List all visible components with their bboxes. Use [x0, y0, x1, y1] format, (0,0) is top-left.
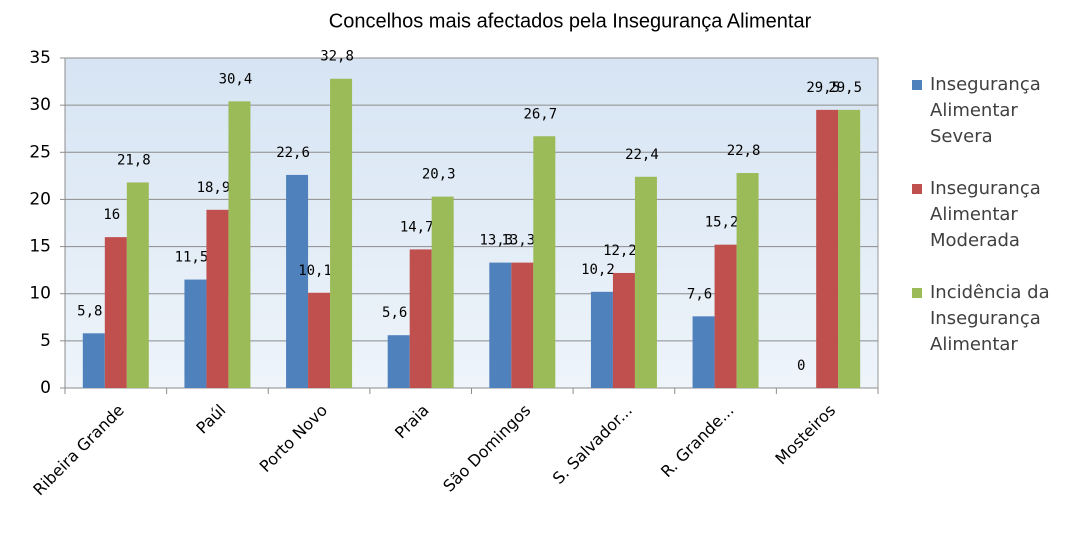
value-label: 13,3 [501, 233, 535, 249]
bar [82, 333, 105, 388]
bar [126, 182, 149, 388]
value-label: 21,8 [117, 152, 151, 168]
bar [228, 101, 251, 388]
legend: Insegurança Alimentar Severa Insegurança … [912, 72, 1060, 384]
bar [286, 174, 309, 388]
y-tick-label: 10 [29, 284, 51, 304]
x-tick-label: R. Grande... [657, 401, 738, 482]
value-label: 5,8 [77, 303, 102, 319]
value-label: 5,6 [382, 305, 407, 321]
y-tick-label: 0 [40, 378, 51, 398]
value-label: 20,3 [422, 167, 456, 183]
bar [714, 244, 737, 388]
legend-item: Insegurança Alimentar Severa [912, 72, 1060, 150]
value-label: 16 [103, 207, 120, 223]
bar [692, 316, 715, 388]
legend-label: Insegurança Alimentar Severa [930, 74, 1041, 147]
value-label: 11,5 [175, 250, 209, 266]
value-label: 14,7 [400, 219, 434, 235]
chart-title: Concelhos mais afectados pela Inseguranç… [329, 10, 812, 32]
legend-label: Insegurança Alimentar Moderada [930, 178, 1041, 251]
bar [308, 292, 331, 388]
x-tick-label: Ribeira Grande [29, 401, 128, 500]
value-label: 10,1 [298, 263, 332, 279]
y-tick-label: 25 [29, 142, 51, 162]
value-label: 15,2 [705, 215, 739, 231]
bar [634, 176, 657, 388]
legend-swatch [912, 184, 922, 194]
y-tick-label: 30 [29, 95, 51, 115]
value-label: 32,8 [320, 49, 354, 65]
value-label: 13,3 [479, 233, 513, 249]
bar [489, 262, 512, 388]
y-tick-label: 35 [29, 48, 51, 68]
value-label: 18,9 [197, 180, 231, 196]
bar [511, 262, 534, 388]
legend-item: Incidência da Insegurança Alimentar [912, 280, 1060, 358]
bar [816, 109, 839, 388]
y-tick-label: 5 [40, 331, 51, 351]
bar [838, 109, 861, 388]
y-tick-label: 20 [29, 189, 51, 209]
bar [736, 173, 759, 388]
bar [409, 249, 432, 388]
x-tick-label: Praia [391, 401, 433, 443]
y-tick-label: 15 [29, 237, 51, 257]
bar [104, 237, 127, 388]
bar [590, 291, 613, 388]
value-label: 22,8 [727, 143, 761, 159]
bar [612, 272, 635, 388]
value-label: 10,2 [581, 262, 615, 278]
bar [184, 279, 207, 388]
value-label: 29,5 [806, 80, 840, 96]
legend-item: Insegurança Alimentar Moderada [912, 176, 1060, 254]
x-tick-label: São Domingos [439, 401, 534, 496]
x-tick-label: Mosteiros [771, 401, 839, 469]
bar [387, 335, 410, 388]
value-label: 30,4 [219, 71, 253, 87]
bar [533, 136, 556, 388]
x-tick-label: Paúl [192, 401, 229, 438]
legend-swatch [912, 288, 922, 298]
x-tick-label: S. Salvador... [549, 401, 636, 488]
value-label: 0 [797, 358, 805, 374]
legend-label: Incidência da Insegurança Alimentar [930, 282, 1050, 355]
value-label: 7,6 [687, 286, 712, 302]
bar [206, 209, 229, 388]
legend-swatch [912, 80, 922, 90]
bar [330, 78, 353, 388]
value-label: 22,4 [625, 147, 659, 163]
value-label: 12,2 [603, 243, 637, 259]
value-label: 22,6 [276, 145, 310, 161]
x-tick-label: Porto Novo [256, 401, 331, 476]
bar [431, 196, 454, 388]
value-label: 29,5 [828, 80, 862, 96]
value-label: 26,7 [523, 106, 557, 122]
